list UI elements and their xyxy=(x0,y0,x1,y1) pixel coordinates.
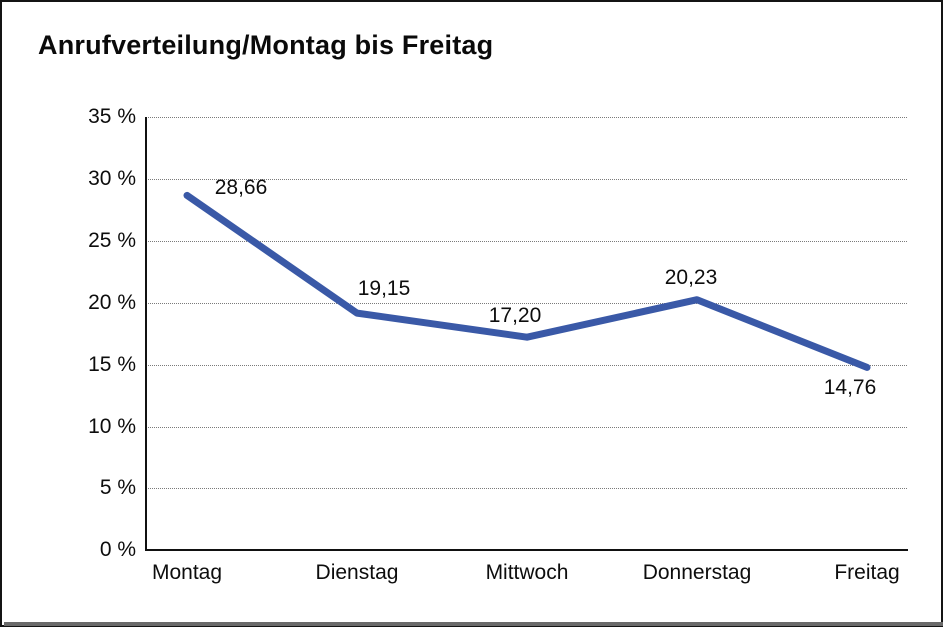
gridline-15 xyxy=(146,365,907,366)
y-tick-label: 15 % xyxy=(88,353,136,376)
y-tick-label: 0 % xyxy=(99,538,136,561)
data-label-freitag: 14,76 xyxy=(823,376,877,399)
y-tick-label: 35 % xyxy=(88,105,136,128)
gridline-10 xyxy=(146,427,907,428)
y-axis-line xyxy=(145,117,147,551)
x-tick-label-donnerstag: Donnerstag xyxy=(642,561,752,584)
data-label-mittwoch: 17,20 xyxy=(488,304,542,327)
x-tick-label-dienstag: Dienstag xyxy=(315,561,399,584)
x-tick-label-mittwoch: Mittwoch xyxy=(485,561,569,584)
gridline-35 xyxy=(146,117,907,118)
data-label-dienstag: 19,15 xyxy=(357,277,411,300)
data-label-donnerstag: 20,23 xyxy=(664,266,718,289)
x-axis-line xyxy=(145,549,908,551)
gridline-30 xyxy=(146,179,907,180)
gridline-25 xyxy=(146,241,907,242)
y-tick-label: 30 % xyxy=(88,167,136,190)
data-label-montag: 28,66 xyxy=(214,176,268,199)
line-series-svg xyxy=(183,191,871,371)
y-tick-label: 25 % xyxy=(88,229,136,252)
x-tick-label-freitag: Freitag xyxy=(834,561,900,584)
y-tick-label: 10 % xyxy=(88,415,136,438)
x-tick-label-montag: Montag xyxy=(151,561,223,584)
gridline-5 xyxy=(146,488,907,489)
y-tick-label: 20 % xyxy=(88,291,136,314)
chart-title: Anrufverteilung/Montag bis Freitag xyxy=(38,30,494,60)
frame-bottom-shadow xyxy=(4,622,943,626)
y-tick-label: 5 % xyxy=(99,476,136,499)
line-series xyxy=(183,191,871,371)
gridline-20 xyxy=(146,303,907,304)
